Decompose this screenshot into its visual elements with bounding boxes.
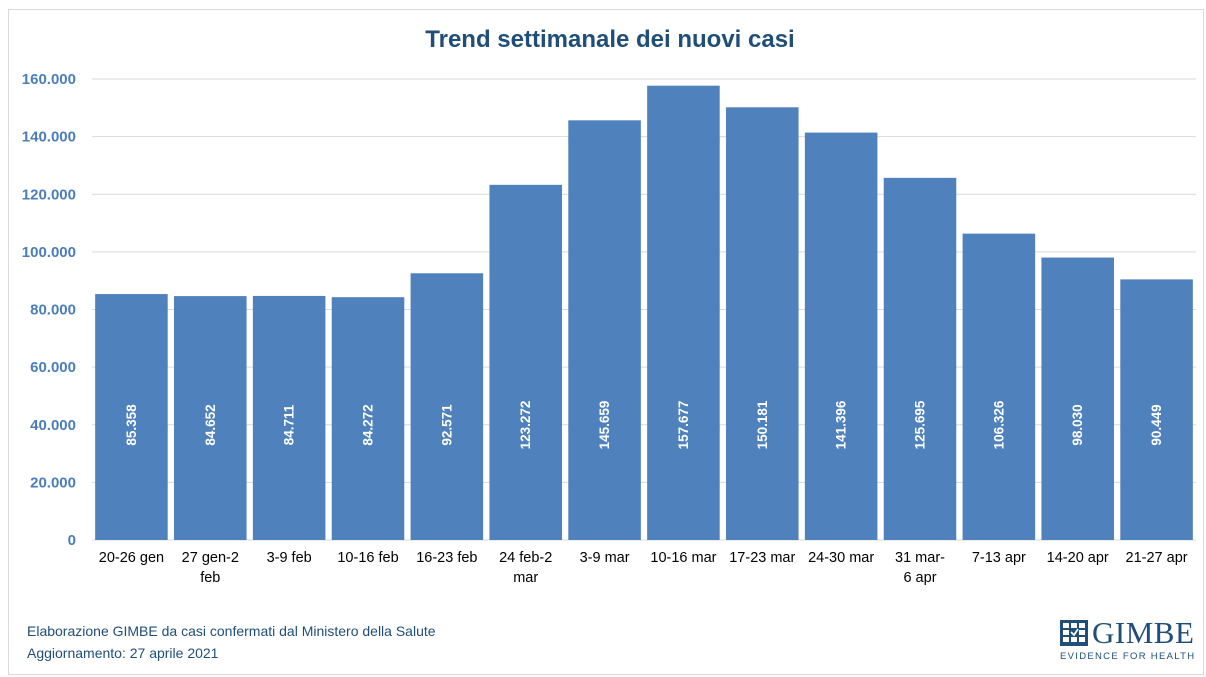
- bar: [95, 294, 168, 540]
- x-tick-label: 17-23 mar: [729, 550, 795, 566]
- x-axis-ticks: 20-26 gen 27 gen-2 feb 3-9 feb 10-16 feb 16-2…: [99, 550, 1188, 586]
- bar-value-label: 84.272: [361, 404, 376, 445]
- logo-tagline: EVIDENCE FOR HEALTH: [1060, 651, 1196, 662]
- bar-value-label: 157.677: [676, 401, 691, 450]
- x-tick-label: 7-13 apr: [972, 550, 1026, 566]
- logo-wordmark: GIMBE: [1092, 615, 1195, 650]
- bar: [1041, 257, 1114, 540]
- x-tick-label: 10-16 mar: [650, 550, 716, 566]
- chart-area: 0 20.000 40.000 60.000 80.000 100.000 120.000 1…: [22, 71, 1196, 586]
- bar: [962, 233, 1036, 541]
- bar: [410, 273, 484, 540]
- y-tick-label: 60.000: [30, 359, 76, 376]
- bar-value-label: 84.652: [203, 404, 218, 445]
- x-tick-label: 24-30 mar: [808, 550, 874, 566]
- bar-value-label: 141.396: [834, 400, 849, 449]
- bar-value-label: 92.571: [439, 404, 454, 446]
- x-tick-label: 14-20 apr: [1047, 550, 1109, 566]
- bar-value-label: 84.711: [282, 404, 297, 445]
- y-tick-label: 100.000: [22, 244, 76, 261]
- x-tick-label: 16-23 feb: [416, 550, 477, 566]
- y-tick-label: 120.000: [22, 186, 76, 203]
- y-tick-label: 0: [68, 532, 76, 549]
- x-tick-label: 20-26 gen: [99, 550, 164, 566]
- x-tick-label: 31 mar-: [895, 550, 945, 566]
- bar: [174, 296, 247, 540]
- bar: [726, 107, 799, 541]
- chart-title: Trend settimanale dei nuovi casi: [425, 26, 795, 53]
- gimbe-logo: GIMBE EVIDENCE FOR HEALTH: [1058, 615, 1198, 666]
- x-tick-label: 6 apr: [903, 570, 936, 586]
- y-tick-label: 160.000: [22, 71, 76, 88]
- bar: [804, 132, 878, 540]
- x-tick-label: 27 gen-2: [182, 550, 239, 566]
- x-tick-label: 24 feb-2: [499, 550, 552, 566]
- y-tick-label: 40.000: [30, 417, 76, 434]
- bar: [331, 297, 405, 540]
- bar: [252, 295, 326, 540]
- bar: [883, 177, 957, 540]
- bar-value-label: 125.695: [913, 400, 928, 449]
- x-tick-label: 3-9 mar: [580, 550, 630, 566]
- bar-value-label: 90.449: [1149, 404, 1164, 445]
- chart-frame: [8, 9, 1204, 675]
- bar-value-label: 98.030: [1070, 404, 1085, 445]
- gimbe-logo-mark-icon: [1060, 620, 1088, 646]
- y-axis-ticks: 0 20.000 40.000 60.000 80.000 100.000 120.000 1…: [22, 71, 76, 549]
- bar: [1120, 279, 1193, 540]
- bar: [568, 120, 641, 540]
- y-tick-label: 20.000: [30, 474, 76, 491]
- bars: [95, 85, 1193, 541]
- x-tick-label: 21-27 apr: [1126, 550, 1188, 566]
- x-tick-label: feb: [200, 570, 220, 586]
- bar-value-label: 123.272: [518, 401, 533, 450]
- footer-source-note: Elaborazione GIMBE da casi confermati da…: [27, 623, 436, 639]
- data-labels: 85.358 84.652 84.711 84.272 92.571 123.272 145…: [124, 400, 1164, 449]
- bar-value-label: 106.326: [991, 400, 1006, 449]
- y-tick-label: 80.000: [30, 302, 76, 319]
- bar-value-label: 150.181: [755, 400, 770, 449]
- x-tick-label: 10-16 feb: [337, 550, 398, 566]
- bar-value-label: 85.358: [124, 404, 139, 446]
- bar-value-label: 145.659: [597, 401, 612, 450]
- bar: [647, 85, 720, 540]
- footer-update-date: Aggiornamento: 27 aprile 2021: [27, 645, 219, 661]
- y-tick-label: 140.000: [22, 129, 76, 146]
- bar: [489, 184, 562, 540]
- x-tick-label: mar: [513, 570, 538, 586]
- x-tick-label: 3-9 feb: [267, 550, 312, 566]
